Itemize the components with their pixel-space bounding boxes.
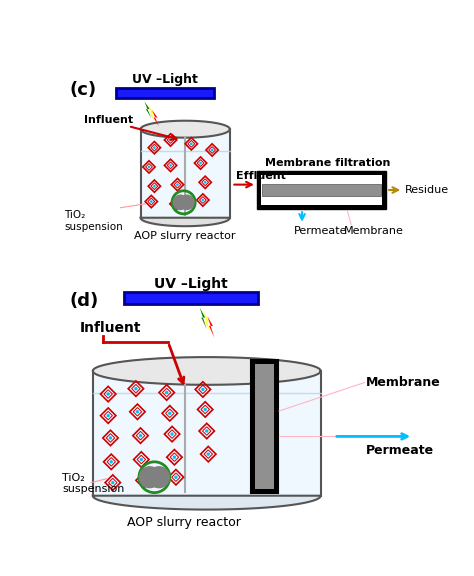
Text: AOP slurry reactor: AOP slurry reactor <box>127 516 241 529</box>
Text: Effluent: Effluent <box>236 171 286 181</box>
Circle shape <box>211 149 213 151</box>
Polygon shape <box>145 101 151 119</box>
Circle shape <box>139 466 161 488</box>
Polygon shape <box>140 121 230 138</box>
Polygon shape <box>208 316 214 338</box>
Circle shape <box>150 200 153 203</box>
Circle shape <box>134 387 137 391</box>
Text: Membrane filtration: Membrane filtration <box>265 158 391 168</box>
Text: Permeate: Permeate <box>366 444 434 457</box>
Circle shape <box>109 460 113 464</box>
Circle shape <box>136 410 139 414</box>
Text: Membrane: Membrane <box>344 226 403 236</box>
Polygon shape <box>93 357 321 385</box>
Circle shape <box>107 392 110 396</box>
Text: UV –Light: UV –Light <box>154 277 228 291</box>
Circle shape <box>204 181 207 184</box>
Text: TiO₂
suspension: TiO₂ suspension <box>62 472 124 494</box>
Circle shape <box>111 481 115 484</box>
Text: Membrane: Membrane <box>366 376 441 389</box>
Polygon shape <box>257 170 386 209</box>
Polygon shape <box>148 105 155 122</box>
Circle shape <box>201 388 205 391</box>
Circle shape <box>168 412 172 415</box>
Circle shape <box>176 183 179 186</box>
Polygon shape <box>140 218 230 226</box>
Text: AOP slurry reactor: AOP slurry reactor <box>135 231 236 241</box>
Circle shape <box>174 476 178 479</box>
Circle shape <box>148 466 170 488</box>
Polygon shape <box>200 308 207 329</box>
Circle shape <box>147 165 150 168</box>
Circle shape <box>201 199 204 202</box>
Circle shape <box>174 203 177 205</box>
Circle shape <box>142 479 146 482</box>
Circle shape <box>107 414 110 418</box>
Polygon shape <box>255 364 273 489</box>
Polygon shape <box>204 312 210 334</box>
Circle shape <box>109 436 112 439</box>
Polygon shape <box>116 88 214 98</box>
Circle shape <box>170 433 174 436</box>
Polygon shape <box>262 184 381 196</box>
Circle shape <box>169 139 172 141</box>
Text: TiO₂
suspension: TiO₂ suspension <box>64 210 123 232</box>
Polygon shape <box>140 129 230 218</box>
Text: Influent: Influent <box>80 321 141 335</box>
Circle shape <box>173 195 188 210</box>
Circle shape <box>153 146 156 149</box>
Text: Permeate: Permeate <box>294 226 348 236</box>
Circle shape <box>169 164 172 166</box>
Circle shape <box>199 162 202 164</box>
Text: (c): (c) <box>70 81 97 100</box>
Text: Influent: Influent <box>83 115 133 125</box>
Polygon shape <box>251 360 278 492</box>
Text: Residue: Residue <box>405 185 449 195</box>
Circle shape <box>203 408 207 411</box>
Circle shape <box>190 142 193 145</box>
Polygon shape <box>124 293 258 304</box>
Circle shape <box>179 195 195 210</box>
Circle shape <box>165 391 168 394</box>
Circle shape <box>173 456 176 459</box>
Polygon shape <box>152 110 159 127</box>
Circle shape <box>207 452 210 456</box>
Polygon shape <box>261 175 383 206</box>
Text: UV –Light: UV –Light <box>132 73 198 86</box>
Circle shape <box>139 434 142 437</box>
Circle shape <box>205 429 209 433</box>
Circle shape <box>139 458 143 461</box>
Polygon shape <box>93 496 321 510</box>
Text: (d): (d) <box>70 293 99 310</box>
Circle shape <box>153 185 156 188</box>
Polygon shape <box>93 371 321 496</box>
